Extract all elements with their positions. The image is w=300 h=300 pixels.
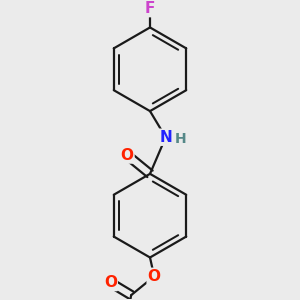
Text: O: O xyxy=(148,269,161,284)
Text: O: O xyxy=(121,148,134,163)
Text: H: H xyxy=(175,132,186,146)
Text: N: N xyxy=(159,130,172,145)
Text: F: F xyxy=(145,1,155,16)
Text: O: O xyxy=(104,275,117,290)
